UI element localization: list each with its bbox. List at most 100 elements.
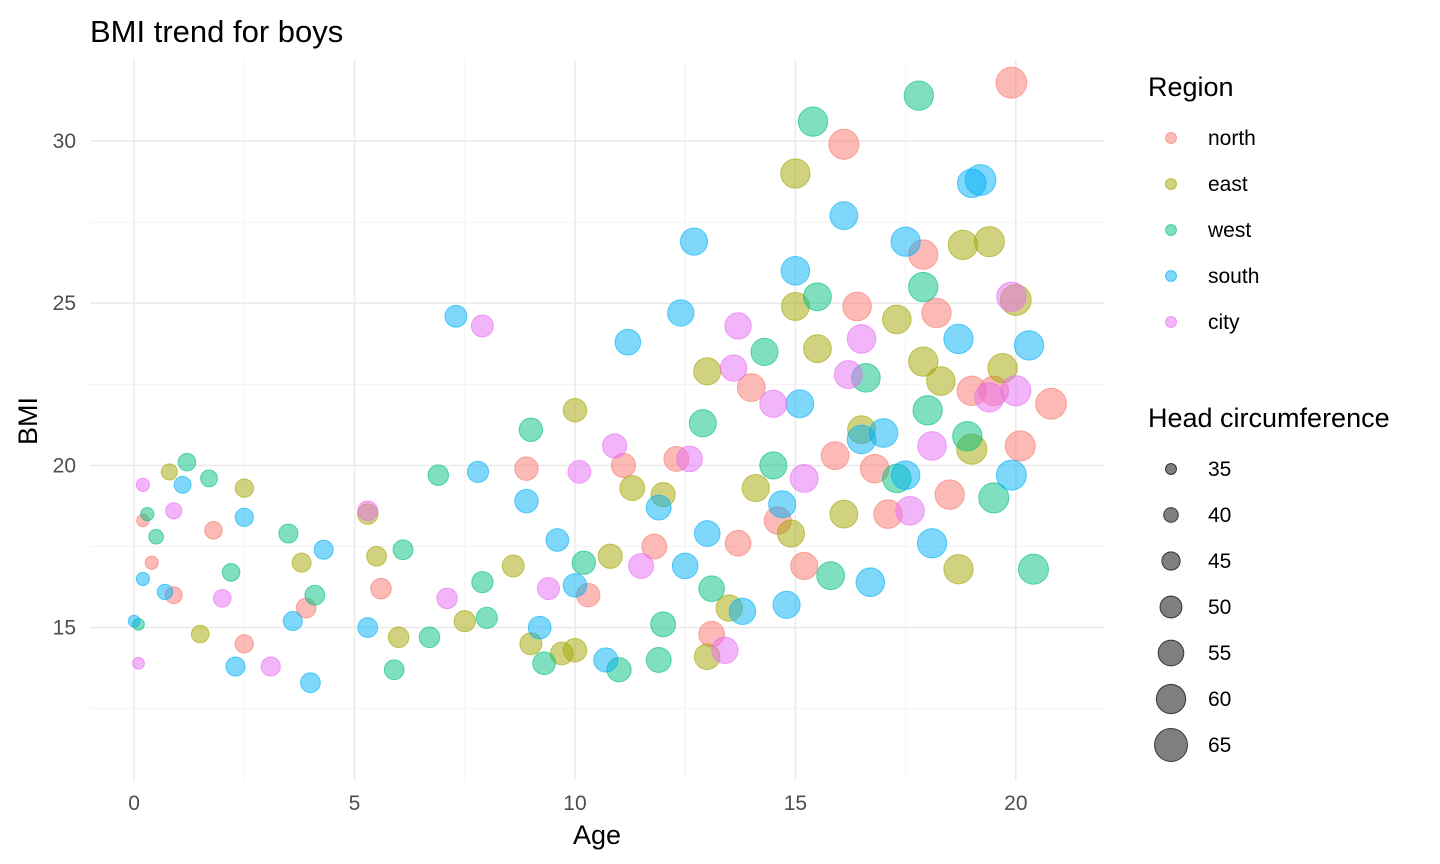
data-point-south <box>780 256 811 286</box>
data-point-west <box>177 452 197 472</box>
data-point-west <box>471 571 494 594</box>
legend-label-city: city <box>1208 311 1240 334</box>
size-legend-key <box>1161 551 1181 571</box>
data-point-west <box>952 421 983 452</box>
data-point-south <box>282 611 303 632</box>
data-point-east <box>741 474 770 503</box>
size-legend-key <box>1154 728 1188 762</box>
data-point-west <box>475 606 498 629</box>
data-point-city <box>212 589 232 608</box>
data-point-south <box>995 459 1027 491</box>
data-point-south <box>593 647 619 673</box>
data-point-west <box>759 451 788 480</box>
data-point-east <box>943 554 974 585</box>
size-legend-label: 50 <box>1208 596 1231 619</box>
data-point-city <box>724 312 752 340</box>
data-point-south <box>667 299 695 327</box>
data-point-city <box>132 656 145 670</box>
data-point-north <box>514 456 539 481</box>
data-point-west <box>383 659 405 681</box>
data-point-city <box>470 314 494 338</box>
data-point-south <box>956 168 987 199</box>
data-point-south <box>300 672 321 694</box>
data-point-south <box>728 597 757 626</box>
x-axis-ticks: 0 5 10 15 20 <box>128 792 1027 815</box>
data-point-north <box>370 577 392 600</box>
data-point-city <box>789 463 819 493</box>
data-point-east <box>387 626 410 649</box>
y-tick-label: 15 <box>53 617 76 640</box>
size-legend-key <box>1163 507 1179 523</box>
data-point-north <box>1004 430 1036 462</box>
region-legend: Region north east west south city <box>1148 72 1259 334</box>
data-point-city <box>833 360 863 390</box>
data-point-south <box>1013 330 1045 361</box>
x-tick-label: 5 <box>349 792 361 815</box>
legend-label-east: east <box>1208 173 1248 196</box>
legend-key-north <box>1165 132 1177 144</box>
data-point-east <box>562 638 588 663</box>
data-point-west <box>518 417 544 442</box>
data-point-city <box>602 433 628 459</box>
data-point-east <box>160 463 178 481</box>
data-point-west <box>908 271 939 303</box>
data-point-south <box>614 328 642 356</box>
data-point-west <box>532 651 556 676</box>
size-legend-label: 40 <box>1208 504 1231 527</box>
x-tick-label: 15 <box>784 792 807 815</box>
data-point-east <box>973 226 1005 258</box>
data-point-north <box>144 555 159 570</box>
data-point-east <box>501 554 525 578</box>
data-point-west <box>688 409 717 438</box>
data-point-west <box>392 539 414 561</box>
size-legend-title: Head circumference <box>1148 403 1390 433</box>
data-point-south <box>313 539 334 560</box>
data-point-south <box>679 227 709 256</box>
data-point-west <box>571 550 597 575</box>
data-point-city <box>996 281 1027 312</box>
data-point-north <box>820 441 850 471</box>
data-point-west <box>200 469 218 488</box>
size-legend-label: 60 <box>1208 688 1231 711</box>
data-point-city <box>628 552 655 579</box>
data-point-city <box>974 382 1005 413</box>
data-point-city <box>567 460 592 484</box>
data-point-east <box>947 229 979 261</box>
data-point-east <box>291 552 312 573</box>
data-point-west <box>903 80 935 111</box>
chart-title: BMI trend for boys <box>90 14 343 49</box>
data-point-city <box>719 354 748 382</box>
y-tick-label: 25 <box>53 292 76 315</box>
data-point-north <box>1035 387 1067 420</box>
data-point-north <box>736 373 766 403</box>
data-point-east <box>776 519 806 548</box>
data-point-south <box>855 567 886 597</box>
legend-label-south: south <box>1208 265 1259 288</box>
data-point-south <box>156 583 174 601</box>
data-point-east <box>597 543 623 569</box>
data-point-south <box>127 614 141 628</box>
data-point-east <box>803 334 832 364</box>
data-point-north <box>204 520 223 540</box>
legend-key-south <box>1165 270 1177 282</box>
data-point-north <box>995 66 1028 99</box>
data-point-south <box>545 528 570 552</box>
data-point-south <box>225 656 246 677</box>
data-point-west <box>1017 553 1049 585</box>
data-point-south <box>562 573 588 598</box>
head-circumference-legend: Head circumference 35 40 45 50 55 60 65 <box>1148 403 1390 762</box>
size-legend-label: 35 <box>1208 458 1231 481</box>
x-tick-label: 10 <box>563 792 586 815</box>
data-point-city <box>895 496 925 526</box>
data-point-city <box>676 445 703 473</box>
data-point-city <box>135 477 151 492</box>
y-tick-label: 30 <box>53 130 76 153</box>
legend-key-city <box>1165 316 1177 328</box>
data-point-south <box>829 201 859 231</box>
data-point-south <box>785 389 815 419</box>
data-point-east <box>453 609 476 633</box>
data-point-south <box>868 418 899 448</box>
data-point-west <box>816 561 846 591</box>
x-axis-title: Age <box>573 820 621 850</box>
data-point-north <box>724 529 752 557</box>
